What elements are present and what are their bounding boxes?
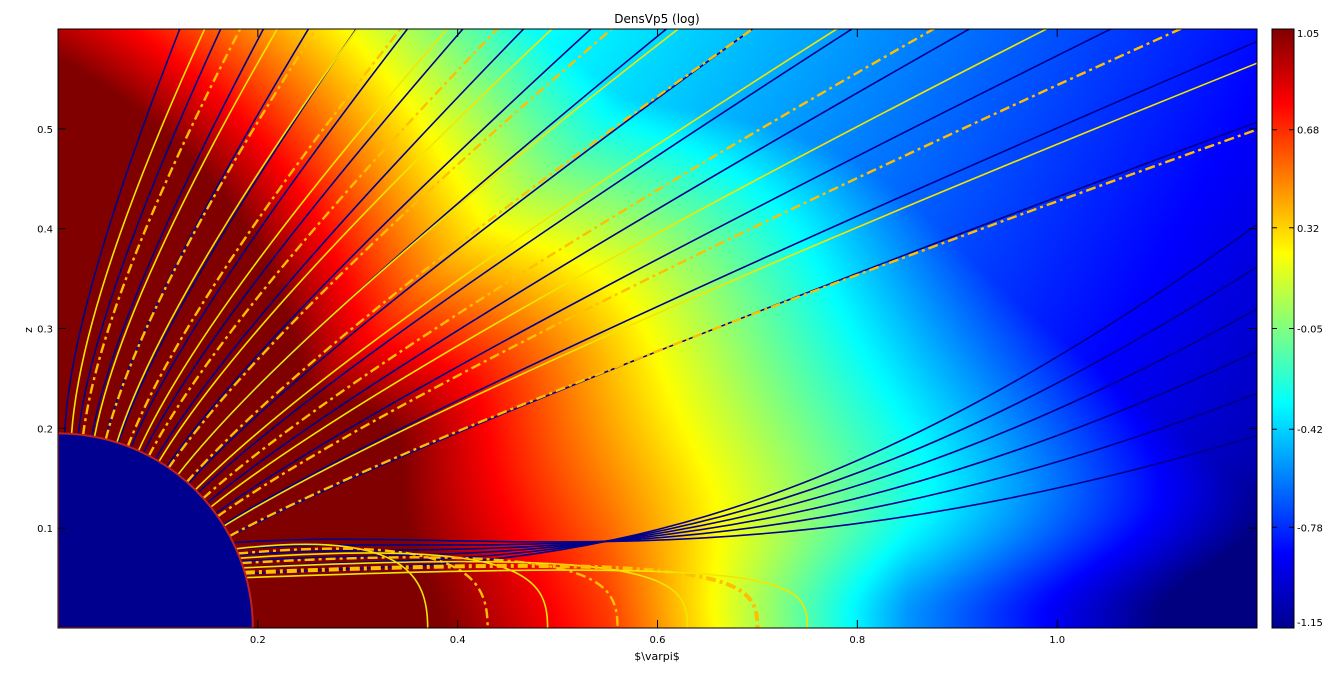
colorbar-tick-label: -0.05 [1297, 325, 1323, 336]
field-line [243, 265, 1257, 569]
field-line [233, 434, 1257, 544]
y-axis-label: z [22, 327, 35, 333]
streamline [223, 62, 1257, 527]
y-tick-label: 0.2 [37, 424, 53, 435]
chart-title: DensVp5 (log) [614, 12, 699, 26]
field-line [241, 308, 1257, 563]
streamline [70, 29, 206, 434]
streamline [116, 29, 359, 443]
x-tick-label: 0.6 [650, 635, 666, 646]
streamline [216, 29, 1184, 518]
colorbar-tick-label: 1.05 [1297, 29, 1319, 40]
field-line [238, 350, 1257, 556]
colorbar-tick-label: -0.78 [1297, 523, 1323, 534]
x-axis-label: $\varpi$ [634, 650, 680, 663]
field-line [222, 40, 1257, 526]
field-line [142, 29, 464, 454]
field-line [229, 121, 1257, 538]
streamline [210, 29, 1049, 508]
streamline [158, 29, 554, 462]
closed-streamline [243, 560, 689, 628]
plot-area [58, 29, 1257, 628]
streamline [229, 128, 1257, 538]
x-axis-tick-labels: 0.2 0.4 0.6 0.8 1.0 [250, 635, 1065, 646]
streamline [93, 29, 279, 437]
velocity-streamlines [70, 29, 1257, 628]
y-tick-label: 0.3 [37, 325, 53, 336]
streamline [137, 29, 449, 452]
field-line [166, 29, 593, 468]
y-tick-label: 0.4 [37, 225, 53, 236]
streamline [202, 29, 937, 500]
colorbar-ticks [1272, 28, 1294, 629]
streamline [185, 29, 755, 483]
field-line [91, 29, 265, 437]
field-line [154, 29, 525, 460]
streamline [194, 29, 839, 491]
field-line [235, 392, 1257, 550]
magnetic-field-lines [64, 29, 1257, 576]
streamline [81, 29, 242, 436]
streamline [104, 29, 318, 440]
x-tick-label: 0.2 [250, 635, 266, 646]
colorbar-tick-label: -1.15 [1297, 618, 1323, 629]
colorbar-tick-label: 0.68 [1297, 126, 1319, 137]
y-axis-tick-labels: 0.1 0.2 0.3 0.4 0.5 [37, 125, 53, 535]
streamline [177, 29, 680, 476]
colorbar-tick-label: 0.32 [1297, 224, 1319, 235]
streamline [147, 29, 499, 457]
field-line [206, 29, 971, 504]
stellar-surface [58, 432, 254, 628]
field-line [77, 29, 222, 435]
x-tick-label: 1.0 [1049, 635, 1065, 646]
colorbar-tick-labels: 1.05 0.68 0.32 -0.05 -0.42 -0.78 -1.15 [1297, 29, 1323, 629]
streamline [167, 29, 614, 469]
field-line [117, 29, 358, 444]
axis-ticks [58, 29, 1257, 628]
field-line [64, 29, 181, 434]
colorbar-tick-label: -0.42 [1297, 425, 1323, 436]
closed-streamline [246, 569, 809, 628]
y-tick-label: 0.1 [37, 524, 53, 535]
streamline [126, 29, 403, 447]
closed-streamline [244, 563, 760, 628]
x-tick-label: 0.4 [450, 635, 466, 646]
y-tick-label: 0.5 [37, 125, 53, 136]
field-line [130, 29, 409, 448]
x-tick-label: 0.8 [849, 635, 865, 646]
field-line [215, 29, 1113, 515]
colorbar: 1.05 0.68 0.32 -0.05 -0.42 -0.78 -1.15 [1271, 28, 1323, 629]
field-line [197, 29, 854, 494]
